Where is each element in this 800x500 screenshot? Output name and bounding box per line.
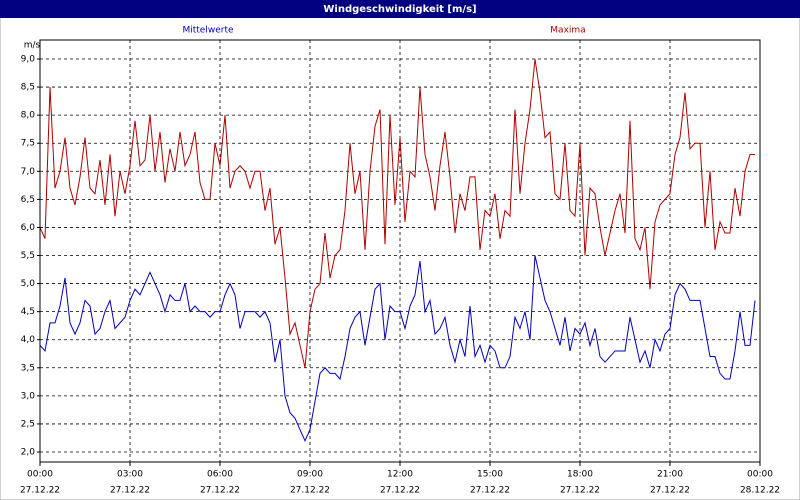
x-tick-date: 27.12.22 [20,486,60,496]
y-axis-label: m/s [24,41,41,51]
y-tick-label: 9,0 [21,55,36,65]
y-tick-label: 7,5 [21,139,35,149]
x-tick-date: 28.12.22 [740,486,780,496]
y-tick-label: 4,5 [21,307,35,317]
x-tick-label: 03:00 [117,470,143,480]
x-tick-date: 27.12.22 [470,486,510,496]
x-tick-date: 27.12.22 [200,486,240,496]
header-bar [0,0,800,18]
y-tick-label: 3,0 [21,391,36,401]
y-tick-label: 4,0 [21,335,36,345]
x-tick-label: 09:00 [297,470,323,480]
series-line [39,58,755,368]
x-tick-label: 15:00 [477,470,503,480]
y-tick-label: 8,0 [21,111,36,121]
series-line [39,255,756,443]
x-tick-date: 27.12.22 [380,486,420,496]
y-tick-label: 2,5 [21,419,35,429]
plot [39,58,756,443]
y-tick-label: 8,5 [21,83,35,93]
x-tick-label: 00:00 [747,470,773,480]
y-tick-label: 5,0 [21,279,36,289]
y-tick-label: 5,5 [21,251,35,261]
y-tick-label: 6,0 [21,223,36,233]
y-tick-label: 7,0 [21,167,36,177]
y-tick-label: 3,5 [21,363,35,373]
x-tick-label: 21:00 [657,470,683,480]
x-tick-date: 27.12.22 [110,486,150,496]
chart-title: Windgeschwindigkeit [m/s] [323,4,476,15]
x-tick-date: 27.12.22 [560,486,600,496]
x-tick-date: 27.12.22 [650,486,690,496]
x-tick-label: 06:00 [207,470,233,480]
legend-entry: Maxima [550,26,585,36]
x-tick-label: 18:00 [567,470,593,480]
y-tick-label: 6,5 [21,195,35,205]
x-tick-label: 12:00 [387,470,413,480]
legend-entry: Mittelwerte [182,26,233,36]
y-tick-label: 2,0 [21,448,36,458]
x-tick-date: 27.12.22 [290,486,330,496]
x-tick-label: 00:00 [27,470,53,480]
